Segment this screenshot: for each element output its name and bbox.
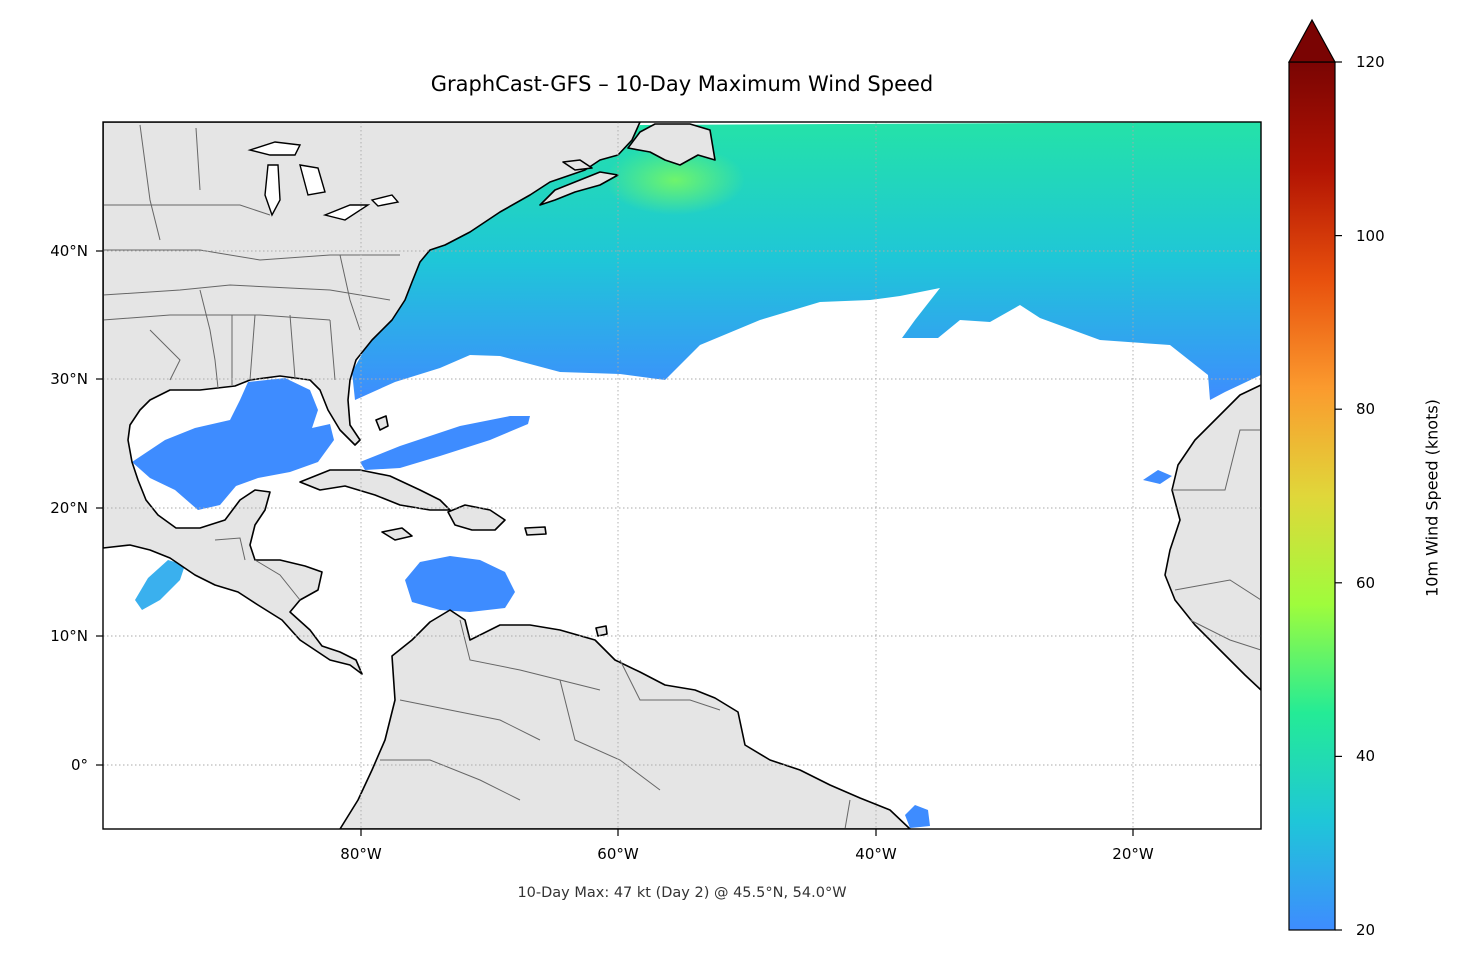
y-axis-ticks [96, 250, 103, 766]
map-title: GraphCast-GFS – 10-Day Maximum Wind Spee… [430, 72, 934, 96]
hispaniola-land [447, 504, 506, 531]
pei-land [562, 159, 593, 171]
colorbar-tick-marks [1335, 61, 1342, 931]
pacific-wind-patch [135, 560, 185, 610]
bahamas-wind-streak [360, 416, 530, 470]
lake-michigan [264, 164, 281, 217]
south-america-land [339, 609, 911, 829]
x-tick-label-40w: 40°W [855, 845, 897, 863]
colorbar-tick-label: 80 [1356, 400, 1376, 419]
y-tick-label-30n: 30°N [50, 370, 88, 388]
cuba-land [299, 469, 451, 511]
y-tick-label-10n: 10°N [50, 627, 88, 645]
colorbar-tick-label: 100 [1356, 226, 1385, 245]
colorbar-tick-label: 20 [1356, 921, 1376, 939]
colorbar-tick-label: 40 [1356, 747, 1376, 766]
y-tick-label-40n: 40°N [50, 242, 88, 260]
africa-land [1164, 384, 1261, 691]
x-tick-label-80w: 80°W [340, 845, 382, 863]
lake-erie [322, 204, 371, 221]
colorbar-tick-label: 60 [1356, 573, 1376, 592]
lake-huron [299, 164, 326, 196]
map-frame [102, 121, 1262, 830]
great-lakes [247, 141, 400, 221]
lake-superior [247, 141, 302, 156]
y-tick-label-20n: 20°N [50, 499, 88, 517]
african-coast-wind [1143, 470, 1172, 484]
y-tick-label-0: 0° [70, 756, 88, 774]
caribbean-wind-blob [405, 556, 515, 612]
colorbar-gradient [1288, 61, 1336, 931]
trinidad-land [595, 625, 608, 637]
lake-ontario [370, 194, 400, 207]
x-tick-label-20w: 20°W [1112, 845, 1154, 863]
x-axis-ticks [360, 829, 1134, 836]
north-america-land [103, 122, 641, 675]
colorbar-extend-arrow [1287, 18, 1337, 63]
max-wind-annotation: 10-Day Max: 47 kt (Day 2) @ 45.5°N, 54.0… [517, 885, 847, 901]
x-tick-label-60w: 60°W [597, 845, 639, 863]
colorbar-tick-label: 120 [1356, 53, 1385, 71]
colorbar [1287, 18, 1342, 931]
puerto-rico-land [524, 526, 547, 536]
gridlines [103, 122, 1261, 829]
land-masses [103, 122, 1261, 829]
bahamas-land [375, 415, 389, 431]
political-borders [103, 124, 1261, 829]
equatorial-wind-spot [905, 805, 930, 828]
jamaica-land [381, 527, 413, 541]
maximum-wind-core [605, 145, 745, 215]
newfoundland-land [627, 123, 716, 166]
colorbar-label: 10m Wind Speed (knots) [1422, 399, 1442, 597]
gulf-of-mexico-wind [132, 378, 334, 510]
